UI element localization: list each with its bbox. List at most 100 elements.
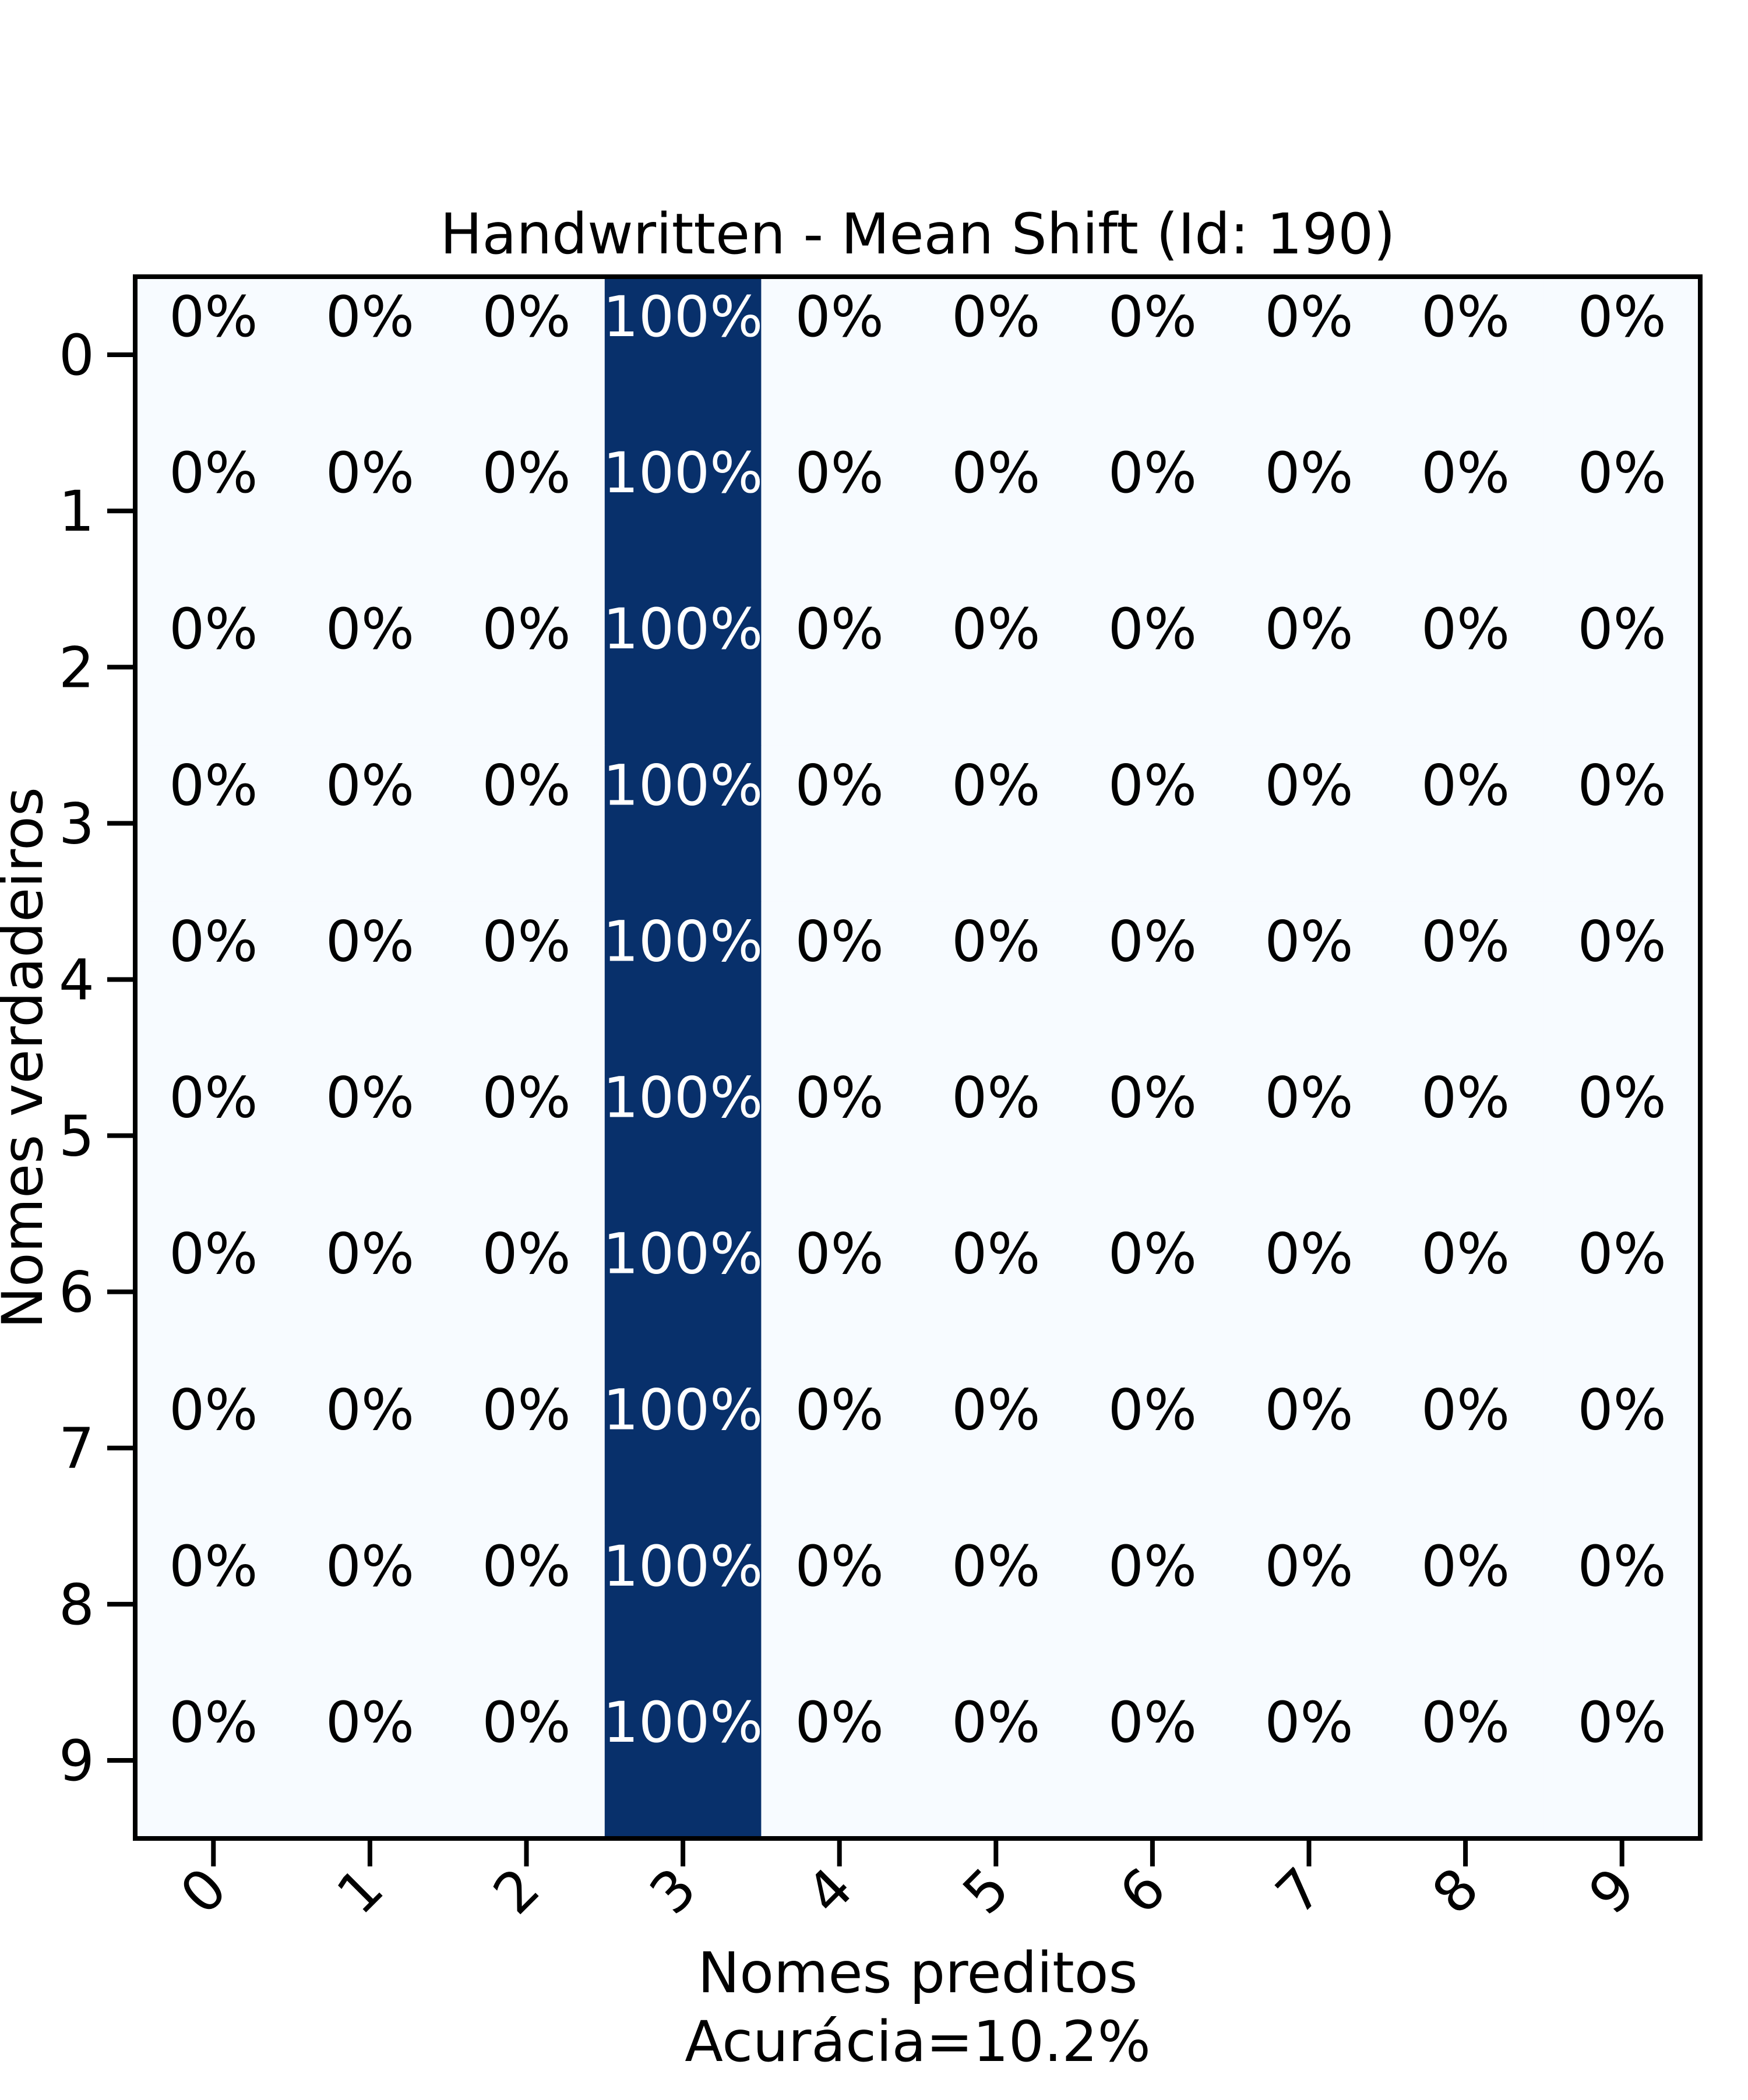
x-tick-label: 7 bbox=[1263, 1855, 1334, 1926]
cell-value-label: 0% bbox=[482, 909, 570, 974]
heatmap-cell bbox=[135, 1057, 292, 1215]
heatmap-cell bbox=[291, 433, 449, 590]
heatmap-cell bbox=[1543, 589, 1701, 746]
cell-value-label: 0% bbox=[169, 1690, 258, 1755]
cell-value-label: 0% bbox=[795, 1534, 884, 1599]
heatmap-cell-labels: 0% 0% 0% 100% 0% 0% 0% 0% 0% 0% 0% 0% 0% 100% 0% 0% 0% 0%… bbox=[169, 284, 1666, 1755]
heatmap-cell bbox=[448, 1682, 605, 1839]
cell-value-label: 0% bbox=[1578, 1378, 1666, 1443]
cell-value-label: 0% bbox=[1578, 284, 1666, 350]
cell-value-label: 0% bbox=[169, 1378, 258, 1443]
heatmap-cell bbox=[135, 1682, 292, 1839]
cell-value-label: 0% bbox=[1264, 909, 1353, 974]
cell-value-label: 0% bbox=[169, 440, 258, 506]
heatmap-cell bbox=[291, 1057, 449, 1215]
heatmap-cell bbox=[448, 1057, 605, 1215]
x-tick-label: 6 bbox=[1107, 1855, 1178, 1926]
x-tick-label: 3 bbox=[637, 1855, 709, 1926]
cell-value-label: 0% bbox=[1264, 1378, 1353, 1443]
cell-value-label: 0% bbox=[1421, 284, 1510, 350]
heatmap-cell bbox=[1231, 589, 1388, 746]
heatmap-cell bbox=[604, 1057, 762, 1215]
heatmap-cell bbox=[1387, 901, 1544, 1058]
heatmap-cell bbox=[918, 1057, 1075, 1215]
cell-value-label: 0% bbox=[482, 440, 570, 506]
cell-value-label: 0% bbox=[326, 1222, 414, 1287]
y-tick-label: 0 bbox=[59, 323, 94, 388]
cell-value-label: 100% bbox=[603, 1222, 763, 1287]
cell-value-label: 0% bbox=[326, 1534, 414, 1599]
cell-value-label: 0% bbox=[1421, 753, 1510, 818]
cell-value-label: 0% bbox=[1108, 1690, 1197, 1755]
heatmap-cell bbox=[1074, 1057, 1231, 1215]
heatmap-cell bbox=[1387, 433, 1544, 590]
cell-value-label: 0% bbox=[795, 753, 884, 818]
cell-value-label: 0% bbox=[1421, 1222, 1510, 1287]
heatmap-cell bbox=[918, 589, 1075, 746]
cell-value-label: 0% bbox=[326, 440, 414, 506]
cell-value-label: 0% bbox=[1108, 1222, 1197, 1287]
cell-value-label: 0% bbox=[1108, 440, 1197, 506]
cell-value-label: 0% bbox=[1264, 1065, 1353, 1131]
cell-value-label: 0% bbox=[482, 1534, 570, 1599]
cell-value-label: 0% bbox=[1108, 284, 1197, 350]
cell-value-label: 0% bbox=[951, 1534, 1040, 1599]
cell-value-label: 0% bbox=[1578, 909, 1666, 974]
heatmap-cell bbox=[1543, 1682, 1701, 1839]
heatmap-cell bbox=[761, 1057, 918, 1215]
heatmap-cell bbox=[1387, 1213, 1544, 1371]
cell-value-label: 0% bbox=[326, 1690, 414, 1755]
cell-value-label: 0% bbox=[326, 753, 414, 818]
cell-value-label: 0% bbox=[1421, 909, 1510, 974]
heatmap-cell bbox=[1074, 277, 1231, 433]
cell-value-label: 0% bbox=[795, 909, 884, 974]
cell-value-label: 0% bbox=[1578, 1065, 1666, 1131]
heatmap-cell bbox=[135, 745, 292, 902]
heatmap-cell bbox=[1231, 745, 1388, 902]
heatmap-cell bbox=[604, 1213, 762, 1371]
heatmap-cell bbox=[918, 745, 1075, 902]
cell-value-label: 0% bbox=[169, 1222, 258, 1287]
heatmap-cell bbox=[1387, 1370, 1544, 1527]
cell-value-label: 0% bbox=[482, 597, 570, 662]
heatmap-cell bbox=[291, 277, 449, 433]
heatmap-cell bbox=[761, 901, 918, 1058]
y-axis-ticks: 0 1 2 3 4 5 6 7 8 9 bbox=[59, 323, 135, 1794]
heatmap-cell bbox=[1074, 433, 1231, 590]
heatmap-cell bbox=[1387, 745, 1544, 902]
heatmap-cell bbox=[1543, 1057, 1701, 1215]
cell-value-label: 0% bbox=[1108, 753, 1197, 818]
heatmap-cell bbox=[918, 1682, 1075, 1839]
heatmap-cell bbox=[761, 1526, 918, 1683]
heatmap-cell bbox=[135, 1526, 292, 1683]
heatmap-cell bbox=[291, 1526, 449, 1683]
cell-value-label: 0% bbox=[1421, 597, 1510, 662]
cell-value-label: 0% bbox=[1578, 1534, 1666, 1599]
cell-value-label: 0% bbox=[482, 1378, 570, 1443]
cell-value-label: 0% bbox=[795, 597, 884, 662]
x-axis-label: Nomes preditos bbox=[697, 1940, 1137, 2006]
heatmap-cell bbox=[1543, 1213, 1701, 1371]
heatmap-cell bbox=[135, 277, 292, 433]
cell-value-label: 0% bbox=[326, 909, 414, 974]
cell-value-label: 0% bbox=[1421, 1690, 1510, 1755]
cell-value-label: 0% bbox=[1421, 1534, 1510, 1599]
cell-value-label: 100% bbox=[603, 1534, 763, 1599]
cell-value-label: 0% bbox=[482, 1222, 570, 1287]
heatmap-cell bbox=[1543, 1370, 1701, 1527]
y-tick-label: 2 bbox=[59, 635, 94, 700]
heatmap-cell bbox=[1074, 589, 1231, 746]
cell-value-label: 0% bbox=[1108, 909, 1197, 974]
cell-value-label: 0% bbox=[169, 1065, 258, 1131]
cell-value-label: 0% bbox=[326, 284, 414, 350]
heatmap-cell bbox=[1387, 277, 1544, 433]
heatmap-cell bbox=[918, 1213, 1075, 1371]
cell-value-label: 0% bbox=[795, 1222, 884, 1287]
y-tick-label: 3 bbox=[59, 791, 94, 856]
heatmap-cell bbox=[761, 277, 918, 433]
y-tick-label: 7 bbox=[59, 1416, 94, 1481]
heatmap-cell bbox=[1231, 1526, 1388, 1683]
cell-value-label: 0% bbox=[1264, 753, 1353, 818]
cell-value-label: 100% bbox=[603, 284, 763, 350]
cell-value-label: 100% bbox=[603, 597, 763, 662]
